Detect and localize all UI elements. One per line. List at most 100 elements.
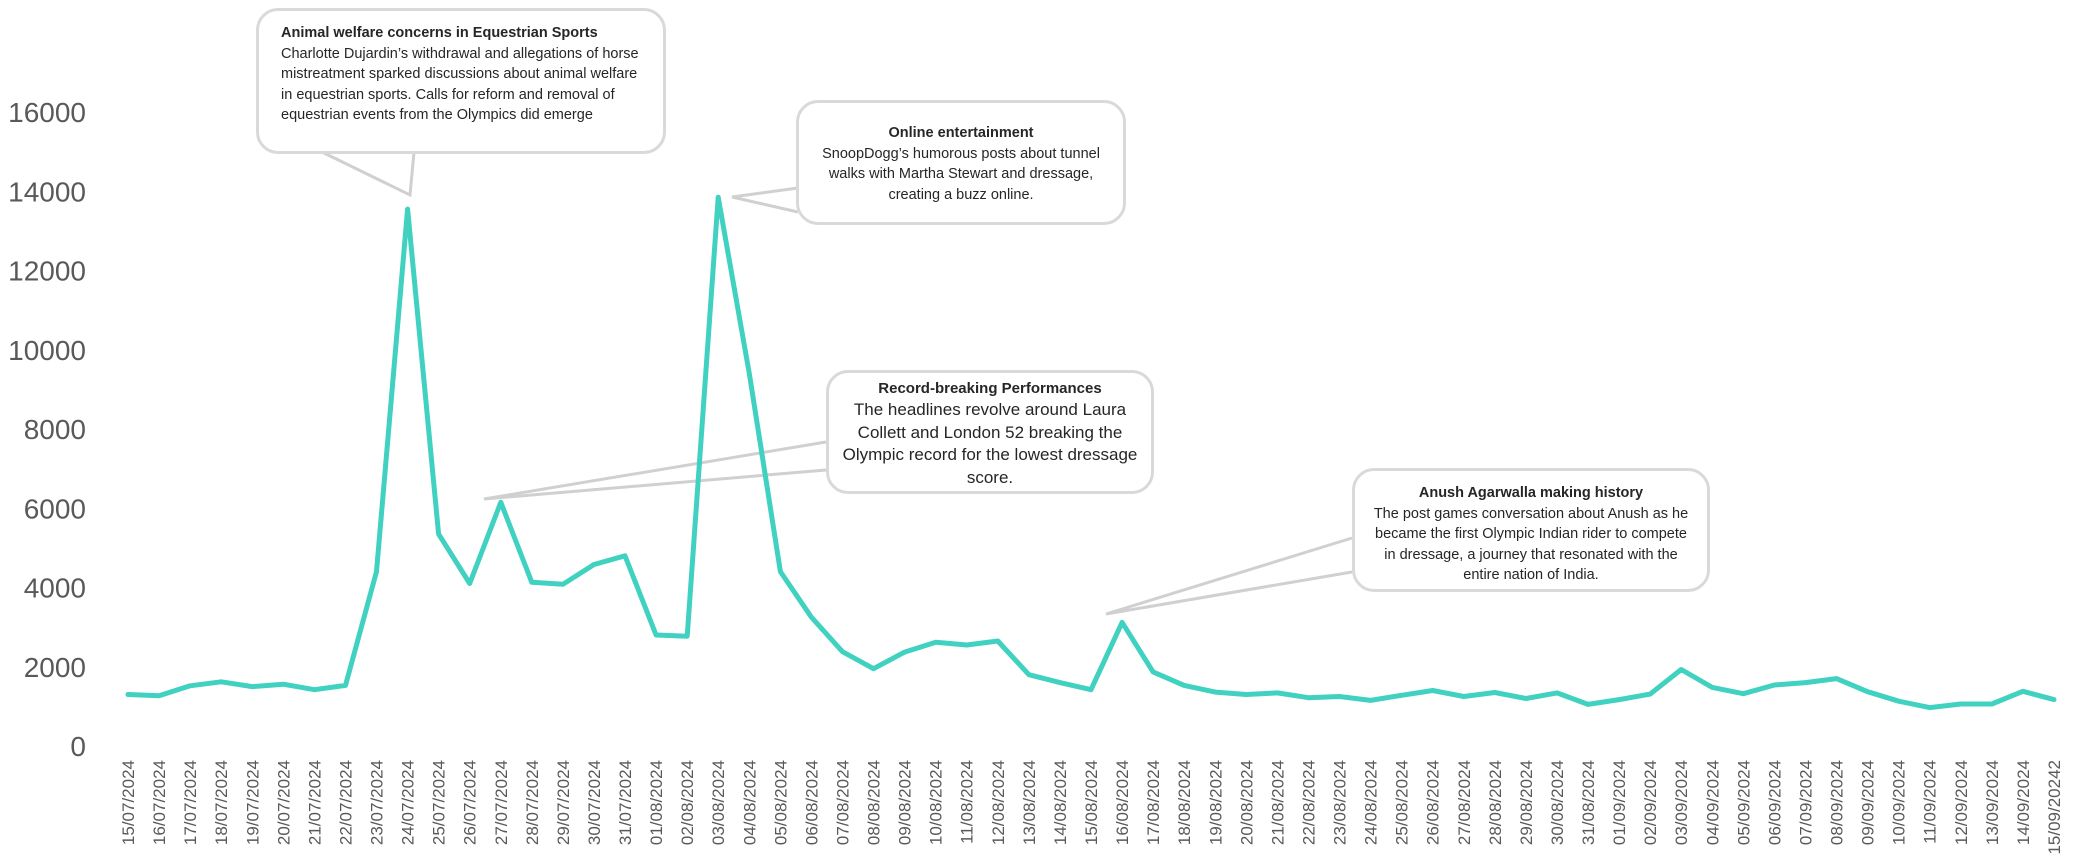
x-tick-label: 25/08/2024 (1393, 760, 1412, 845)
x-tick-label: 26/07/2024 (461, 760, 480, 845)
x-tick-label: 17/08/2024 (1144, 760, 1163, 845)
x-tick-label: 28/07/2024 (523, 760, 542, 845)
callout-title: Anush Agarwalla making history (1418, 485, 1644, 501)
x-tick-label: 15/07/2024 (119, 760, 138, 845)
callout-title: Record-breaking Performances (878, 380, 1102, 397)
x-tick-label: 17/07/2024 (181, 760, 200, 845)
data-point (809, 615, 814, 620)
data-point (871, 666, 876, 671)
x-tick-label: 13/08/2024 (1020, 760, 1039, 845)
x-tick-label: 29/07/2024 (554, 760, 573, 845)
x-tick-label: 02/08/2024 (678, 760, 697, 845)
callout-text: The post games conversation about Anush … (1373, 505, 1689, 584)
data-point (995, 638, 1000, 643)
y-tick-label: 2000 (24, 652, 86, 683)
data-point (1492, 690, 1497, 695)
data-point (1927, 705, 1932, 710)
data-point (1461, 694, 1466, 699)
data-point (219, 679, 224, 684)
y-tick-label: 4000 (24, 573, 86, 604)
x-tick-label: 08/08/2024 (865, 760, 884, 845)
data-point (1648, 692, 1653, 697)
callout-anush-agarwalla: Anush Agarwalla making history The post … (1352, 468, 1710, 592)
callout-animal-welfare: Animal welfare concerns in Equestrian Sp… (256, 8, 666, 154)
data-point (654, 633, 659, 638)
x-tick-label: 09/08/2024 (896, 760, 915, 845)
data-point (1896, 699, 1901, 704)
callout-pointer (731, 186, 799, 214)
x-tick-label: 26/08/2024 (1424, 760, 1443, 845)
y-tick-label: 0 (70, 731, 86, 762)
x-tick-label: 08/09/2024 (1828, 760, 1847, 845)
data-point (716, 195, 721, 200)
x-tick-label: 07/09/2024 (1796, 760, 1815, 845)
x-tick-label: 03/08/2024 (709, 760, 728, 845)
data-point (1306, 695, 1311, 700)
data-point (2052, 697, 2056, 702)
x-tick-label: 29/08/2024 (1517, 760, 1536, 845)
y-axis-ticks: 0 2000 4000 6000 8000 10000 12000 14000 16000 (8, 97, 86, 762)
x-tick-label: 12/08/2024 (989, 760, 1008, 845)
data-point (1523, 696, 1528, 701)
x-tick-label: 31/07/2024 (616, 760, 635, 845)
data-point (1710, 685, 1715, 690)
x-tick-label: 05/08/2024 (771, 760, 790, 845)
x-tick-label: 02/09/2024 (1641, 760, 1660, 845)
x-tick-label: 27/07/2024 (492, 760, 511, 845)
data-point (1958, 701, 1963, 706)
x-tick-label: 19/08/2024 (1206, 760, 1225, 845)
data-point (1741, 691, 1746, 696)
x-tick-label: 13/09/2024 (1983, 760, 2002, 845)
data-point (2020, 689, 2025, 694)
callout-text: SnoopDogg’s humorous posts about tunnel … (822, 145, 1100, 203)
y-tick-label: 8000 (24, 414, 86, 445)
data-point (1182, 683, 1187, 688)
data-point (1803, 680, 1808, 685)
data-point (1151, 669, 1156, 674)
data-point (1554, 690, 1559, 695)
x-tick-label: 01/08/2024 (647, 760, 666, 845)
x-tick-label: 19/07/2024 (243, 760, 262, 845)
x-tick-label: 06/08/2024 (802, 760, 821, 845)
data-point (281, 682, 286, 687)
data-point (1989, 701, 1994, 706)
data-point (188, 683, 193, 688)
x-tick-label: 21/08/2024 (1268, 760, 1287, 845)
callout-title: Online entertainment (888, 125, 1034, 141)
callout-pointer (321, 150, 416, 198)
x-tick-label: 16/08/2024 (1113, 760, 1132, 845)
data-point (778, 569, 783, 574)
data-point (1617, 697, 1622, 702)
x-tick-label: 10/08/2024 (927, 760, 946, 845)
data-point (529, 580, 534, 585)
data-point (1275, 690, 1280, 695)
x-tick-label: 21/07/2024 (305, 760, 324, 845)
x-tick-label: 25/07/2024 (430, 760, 449, 845)
x-tick-label: 28/08/2024 (1486, 760, 1505, 845)
x-tick-label: 01/09/2024 (1610, 760, 1629, 845)
x-tick-label: 30/08/2024 (1548, 760, 1567, 845)
x-tick-label: 11/09/2024 (1921, 760, 1940, 844)
data-point (157, 693, 162, 698)
data-point (1057, 680, 1062, 685)
x-tick-label: 31/08/2024 (1579, 760, 1598, 845)
x-tick-label: 22/08/2024 (1299, 760, 1318, 845)
data-point (1865, 689, 1870, 694)
x-tick-label: 18/08/2024 (1175, 760, 1194, 845)
y-tick-label: 16000 (8, 97, 86, 128)
data-point (747, 371, 752, 376)
x-tick-label: 22/07/2024 (336, 760, 355, 845)
x-tick-label: 24/07/2024 (399, 760, 418, 845)
x-tick-label: 30/07/2024 (585, 760, 604, 845)
data-point (1213, 690, 1218, 695)
data-point (623, 553, 628, 558)
x-tick-label: 06/09/2024 (1765, 760, 1784, 845)
x-tick-label: 14/09/2024 (2014, 760, 2033, 845)
x-axis-ticks: 15/07/2024 16/07/2024 17/07/2024 18/07/2024… (119, 760, 2064, 855)
data-point (126, 692, 130, 697)
x-tick-label: 10/09/2024 (1890, 760, 1909, 845)
callout-online-entertainment: Online entertainment SnoopDogg’s humorou… (796, 100, 1126, 225)
data-points (126, 195, 2056, 710)
x-tick-label: 16/07/2024 (150, 760, 169, 845)
x-tick-label: 09/09/2024 (1859, 760, 1878, 845)
